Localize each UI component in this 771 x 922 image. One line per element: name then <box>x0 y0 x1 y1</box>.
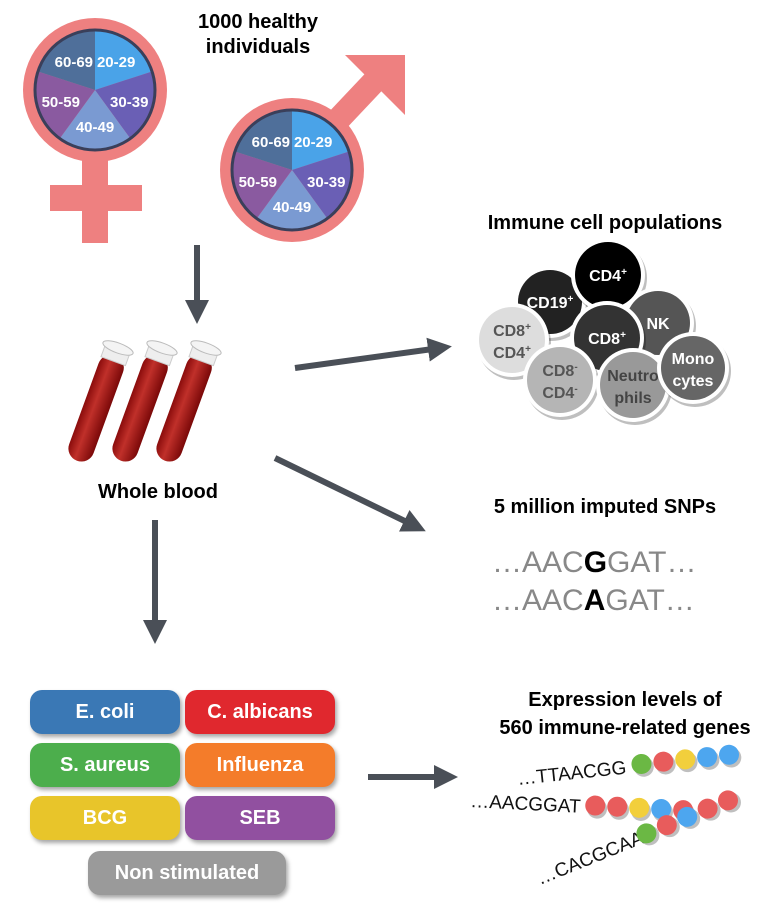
male-pie-slice <box>234 110 292 170</box>
expression-bead <box>656 815 677 836</box>
svg-text:NK: NK <box>646 316 670 333</box>
snp-seq-1: …AACGGAT… <box>492 546 696 579</box>
male-pie-age-label: 50-59 <box>239 174 277 191</box>
stimulus-seb: SEB <box>185 796 335 840</box>
expression-bead <box>629 797 650 818</box>
expression-bead <box>653 751 674 772</box>
female-pie-slice <box>59 90 131 150</box>
expression-bead <box>631 753 652 774</box>
male-pie-slice <box>292 110 350 170</box>
expression-bead <box>607 796 628 817</box>
snp-seq-2: …AACAGAT… <box>492 584 695 617</box>
expression-bead <box>585 795 606 816</box>
title-line2: individuals <box>206 36 310 58</box>
svg-text:Neutro: Neutro <box>607 368 659 385</box>
female-pie-age-label: 40-49 <box>76 119 114 136</box>
title-line1: 1000 healthy <box>198 11 319 33</box>
expression-bead <box>718 744 739 765</box>
svg-text:…AACGGAT: …AACGGAT <box>470 791 582 818</box>
svg-text:CD4+: CD4+ <box>589 267 627 285</box>
blood-tube <box>156 340 222 462</box>
male-pie-slice <box>232 151 292 219</box>
expression-bead <box>697 747 718 768</box>
female-symbol: 20-29 30-39 40-49 50-59 60-69 <box>23 18 167 243</box>
male-pie-slice <box>256 170 328 231</box>
blood-tubes-icon <box>68 340 222 462</box>
blood-tube <box>112 340 178 462</box>
female-pie-age-label: 50-59 <box>42 94 80 111</box>
male-pie-age-label: 40-49 <box>273 199 311 216</box>
male-pie-age-label: 20-29 <box>294 134 332 151</box>
female-pie-slice <box>34 71 95 139</box>
expression-bead <box>677 806 698 827</box>
svg-text:CD4+: CD4+ <box>493 344 531 362</box>
svg-text:CD4-: CD4- <box>542 384 577 402</box>
female-pie-age-label: 60-69 <box>55 54 93 71</box>
expression-sequences: …TTAACGG…AACGGAT …CACGCAA <box>470 744 742 890</box>
expression-bead <box>697 798 718 819</box>
svg-text:…TTAACGG: …TTAACGG <box>516 758 627 790</box>
arrow-to-immune <box>294 337 452 371</box>
male-pie-age-label: 30-39 <box>307 174 345 191</box>
svg-text:CD8+: CD8+ <box>588 330 626 348</box>
cell-cd4: CD4+ <box>571 238 647 315</box>
immune-title: Immune cell populations <box>488 212 722 234</box>
expression-bead <box>636 823 657 844</box>
expression-sequence: …TTAACGG <box>516 744 742 790</box>
female-pie-age-label: 20-29 <box>97 54 135 71</box>
blood-tube <box>68 340 134 462</box>
svg-text:Mono: Mono <box>672 351 715 368</box>
expression-title-1: Expression levels of <box>528 689 722 711</box>
female-pie-slice <box>95 30 153 90</box>
male-pie-slice <box>292 151 352 219</box>
whole-blood-label: Whole blood <box>98 481 218 503</box>
expression-bead <box>675 749 696 770</box>
stimulus-influenza: Influenza <box>185 743 335 787</box>
svg-text:phils: phils <box>614 390 651 407</box>
male-symbol: 20-29 30-39 40-49 50-59 60-69 <box>220 55 405 242</box>
svg-text:CD8-: CD8- <box>542 362 577 380</box>
stimulus-e-coli: E. coli <box>30 690 180 734</box>
svg-text:CD19+: CD19+ <box>527 294 574 312</box>
cell-cd8cd4: CD8- CD4- <box>523 343 599 420</box>
stimulus-s-aureus: S. aureus <box>30 743 180 787</box>
expression-bead <box>718 790 739 811</box>
stimulus-c-albicans: C. albicans <box>185 690 335 734</box>
svg-text:…CACGCAA: …CACGCAA <box>534 828 647 890</box>
cell-monocytes: Mono cytes <box>657 332 731 407</box>
expression-bead <box>651 799 672 820</box>
female-pie-age-label: 30-39 <box>110 94 148 111</box>
stimulus-non-stimulated: Non stimulated <box>88 851 286 895</box>
male-pie-age-label: 60-69 <box>252 134 290 151</box>
stimulus-bcg: BCG <box>30 796 180 840</box>
cell-neutrophils: Neutro phils <box>596 348 672 425</box>
arrow-to-snps <box>273 455 426 532</box>
expression-title-2: 560 immune-related genes <box>499 717 750 739</box>
female-pie-slice <box>37 30 95 90</box>
snps-title: 5 million imputed SNPs <box>494 496 716 518</box>
female-pie-slice <box>95 71 155 139</box>
svg-text:cytes: cytes <box>673 373 714 390</box>
immune-cells: CD19+ CD4+ NK CD8+ CD4+ CD8+ CD8- CD4- Neutro phi… <box>475 238 731 425</box>
svg-text:CD8+: CD8+ <box>493 322 531 340</box>
